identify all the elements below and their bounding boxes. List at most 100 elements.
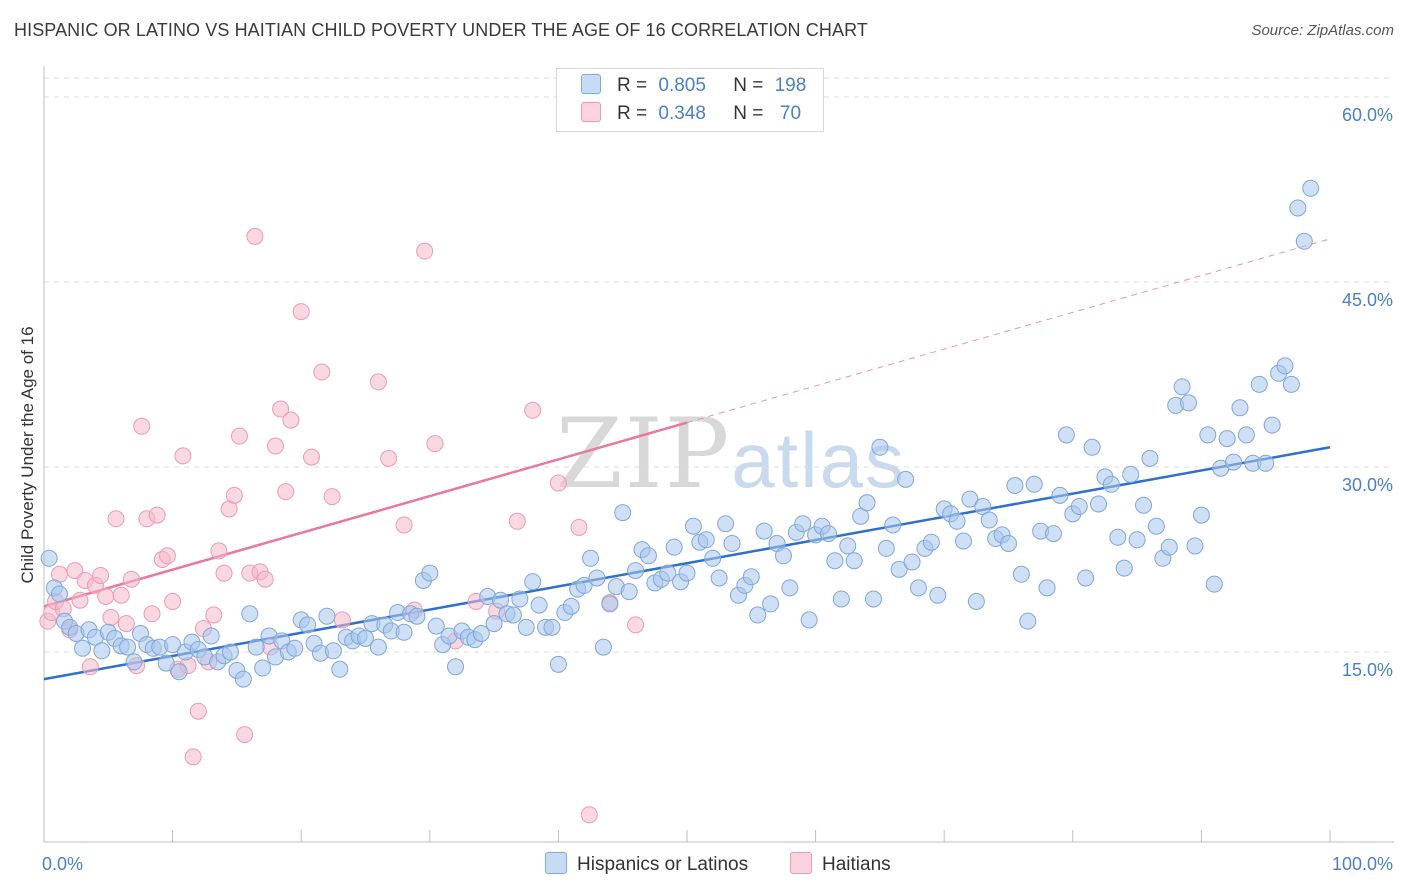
haitians-point [333,611,351,629]
hispanics-point [723,534,741,552]
hispanics-point [826,552,844,570]
hispanics-point [1173,378,1191,396]
hispanics-point [1225,453,1243,471]
haitians-point [380,449,398,467]
hispanics-point [1135,496,1153,514]
haitians-point [395,516,413,534]
hispanics-point [369,638,387,656]
haitians-point [102,608,120,626]
legend-row-hispanics: R = 0.805 N = 198 [581,74,806,98]
hispanics-point [678,564,696,582]
haitians-point [174,447,192,465]
hispanics-point [800,611,818,629]
hispanics-point [164,636,182,654]
haitians-point [277,483,295,501]
haitians-point [81,658,99,676]
legend-row-haitians: R = 0.348 N = 70 [581,102,801,126]
hispanics-point [331,660,349,678]
haitians-point [256,570,274,588]
hispanics-point [845,552,863,570]
hispanics-point [1147,517,1165,535]
hispanics-point [922,533,940,551]
hispanics-point [1109,528,1127,546]
hispanics-point [614,504,632,522]
hispanics-point [1045,525,1063,543]
hispanics-point [594,638,612,656]
hispanics-point [1122,465,1140,483]
bottom-legend-label: Haitians [822,854,891,875]
hispanics-point [601,595,619,613]
haitians-point [313,363,331,381]
hispanics-point [1025,475,1043,493]
hispanics-point [774,547,792,565]
hispanics-point [639,547,657,565]
haitians-point [272,400,290,418]
hispanics-point [858,494,876,512]
hispanics-point [1199,426,1217,444]
legend-n-value: 70 [774,103,802,124]
hispanics-point [1090,495,1108,513]
y-tick-label: 45.0% [1342,290,1393,310]
haitians-points [39,227,645,824]
haitians-point [205,606,223,624]
source-label: Source: ZipAtlas.com [1251,22,1394,39]
hispanics-point [357,629,374,647]
haitians-point [112,586,130,604]
hispanics-point [485,615,503,633]
hispanics-point [954,532,972,550]
y-tick-label: 60.0% [1342,105,1393,125]
haitians-point [508,512,526,530]
bottom-swatch-hispanics [545,852,567,874]
hispanics-point [1295,232,1313,250]
legend-swatch-hispanics [581,74,601,94]
hispanics-point [318,607,336,625]
hispanics-point [1302,179,1320,197]
hispanics-point [1160,538,1178,556]
hispanics-point [794,515,812,533]
x-tick-label: 100.0% [1332,854,1393,874]
hispanics-point [447,658,465,676]
haitians-point [302,448,320,466]
hispanics-point [871,438,889,456]
haitians-point [282,411,300,429]
watermark-zip: ZIP [556,398,732,510]
hispanics-point [582,549,600,567]
hispanics-point [1083,438,1101,456]
y-axis-label: Child Poverty Under the Age of 16 [18,326,37,583]
hispanics-point [492,591,510,609]
hispanics-point [665,538,683,556]
hispanics-point [1289,199,1307,217]
hispanics-point [1218,430,1236,448]
hispanics-point [511,590,529,608]
hispanics-point [974,497,992,515]
haitians-point [189,702,207,720]
hispanics-point [1115,559,1133,577]
hispanics-point [890,560,908,578]
legend-r-label: R = [617,75,648,96]
haitians-point [215,564,233,582]
haitians-point [266,437,284,455]
hispanics-point [948,512,966,530]
legend-n-label: N = [733,75,764,96]
hispanics-point [1057,426,1075,444]
hispanics-point [549,655,567,673]
hispanics-point [839,537,857,555]
hispanics-point [1205,575,1223,593]
hispanics-point [967,592,985,610]
haitians-point [246,227,264,245]
hispanics-point [524,573,542,591]
hispanics-point [1051,486,1069,504]
hispanics-point [819,525,837,543]
legend-r-label: R = [617,103,648,124]
hispanics-point [1019,612,1037,630]
haitians-point [236,726,254,744]
hispanics-point [710,569,728,587]
hispanics-point [864,590,882,608]
trend-lines [43,238,1331,681]
hispanics-point [472,625,490,642]
haitians-point [426,435,444,453]
hispanics-point [588,569,606,587]
haitians-point [148,506,166,524]
y-tick-label: 30.0% [1342,475,1393,495]
hispanics-point [697,531,715,549]
